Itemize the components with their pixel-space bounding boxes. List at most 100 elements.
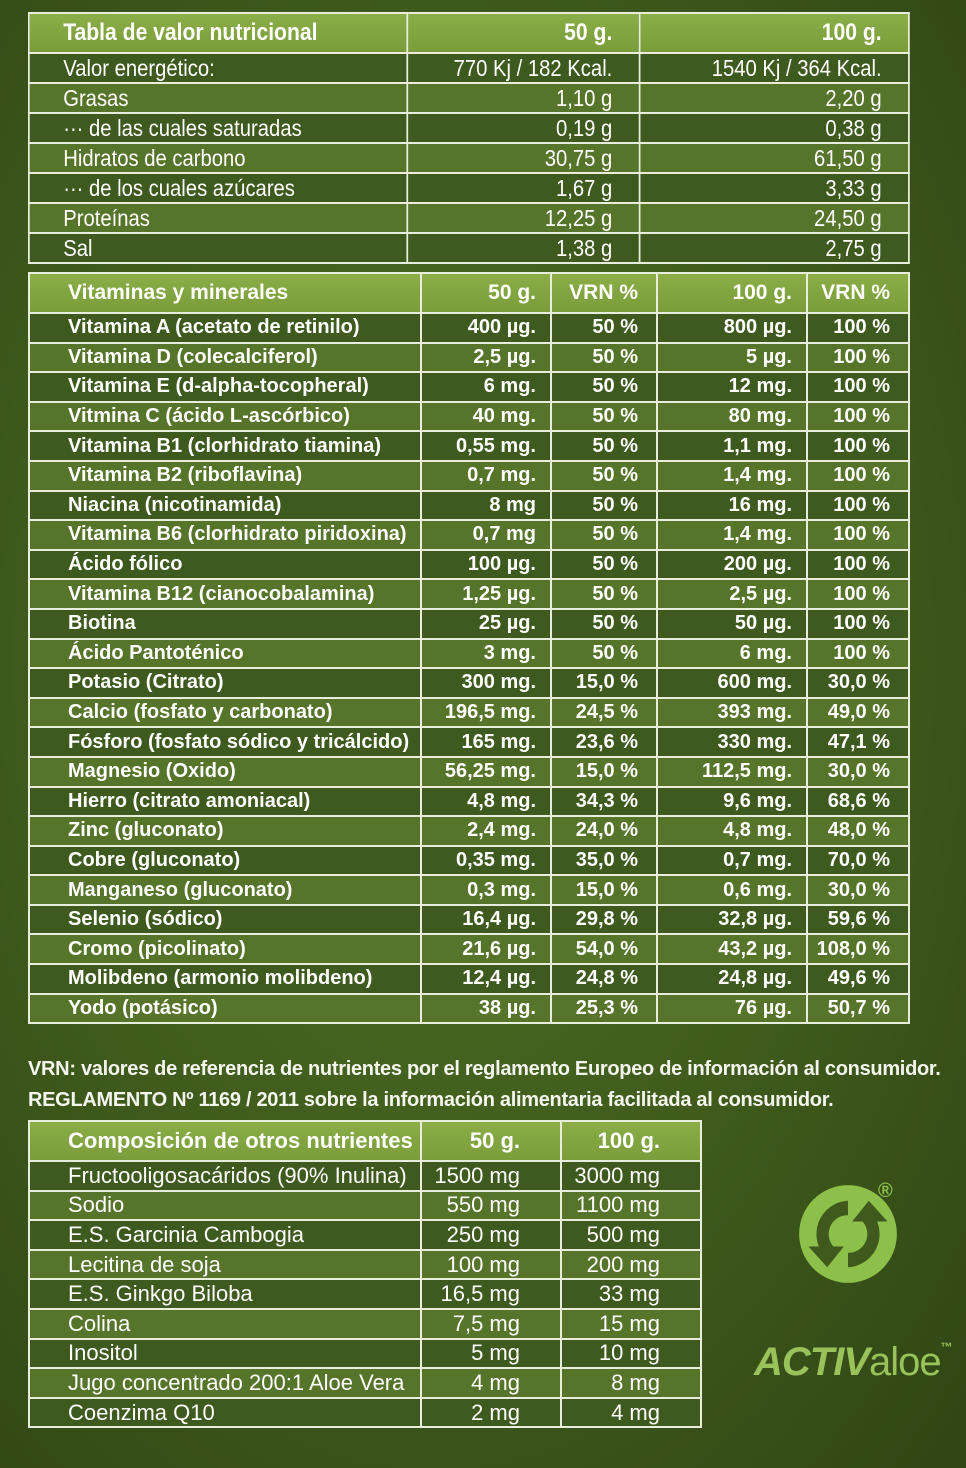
nutrient-name: Ácido Pantoténico: [28, 637, 422, 670]
table-row: Molibdeno (armonio molibdeno) 12,4 µg. 24,…: [28, 963, 910, 995]
col-50g-header: 50 g.: [406, 12, 641, 54]
nutrient-name: Lecitina de soja: [28, 1248, 422, 1281]
nutrient-value-v50: 12,4 µg.: [420, 963, 552, 995]
table-row: Colina 7,5 mg 15 mg: [28, 1307, 702, 1340]
nutrient-value-p100: 100 %: [806, 430, 910, 462]
nutrient-name: Inositol: [28, 1337, 422, 1370]
table-row: Grasas 1,10 g 2,20 g: [27, 82, 910, 114]
nutrient-value-v50: 196,5 mg.: [420, 696, 552, 729]
nutrient-value-p50: 29,8 %: [550, 903, 658, 936]
nutrient-name: Vitamina A (acetato de retinilo): [28, 312, 422, 344]
nutrient-value-p50: 23,6 %: [550, 726, 658, 758]
nutrient-value-v50: 21,6 µg.: [420, 933, 552, 966]
table-row: Manganeso (gluconato) 0,3 mg. 15,0 % 0,6 mg…: [28, 874, 910, 906]
nutrient-value-v100: 1,4 mg.: [656, 519, 808, 551]
table-row: Vitmina C (ácido L-ascórbico) 40 mg. 50 % 8…: [28, 400, 910, 433]
table-title: Vitaminas y minerales: [28, 272, 422, 314]
nutrient-value-p100: 100 %: [806, 489, 910, 522]
nutrient-value-v100: 4,8 mg.: [656, 815, 808, 847]
nutrient-value-v100: 24,8 µg.: [656, 963, 808, 995]
nutrient-value-v50: 30,75 g: [406, 142, 641, 174]
table-row: Vitamina B12 (cianocobalamina) 1,25 µg. 50…: [28, 578, 910, 610]
nutrient-value-p100: 100 %: [806, 371, 910, 403]
nutrient-name: Hierro (citrato amoniacal): [28, 785, 422, 818]
nutrient-value-p100: 100 %: [806, 312, 910, 344]
nutrient-value-p100: 100 %: [806, 637, 910, 670]
nutrient-name: Niacina (nicotinamida): [28, 489, 422, 522]
nutrient-value-v100: 2,5 µg.: [656, 578, 808, 610]
nutrient-value-p50: 50 %: [550, 371, 658, 403]
nutrient-value-v50: 38 µg.: [420, 992, 552, 1025]
nutrient-name: Fructooligosacáridos (90% Inulina): [28, 1160, 422, 1192]
nutrient-name: Biotina: [28, 607, 422, 640]
nutrient-name: Vitmina C (ácido L-ascórbico): [28, 400, 422, 433]
nutrient-value-p50: 50 %: [550, 312, 658, 344]
nutrient-value-v50: 165 mg.: [420, 726, 552, 758]
table-row: Coenzima Q10 2 mg 4 mg: [28, 1396, 702, 1429]
note-line-2: REGLAMENTO Nº 1169 / 2011 sobre la infor…: [28, 1089, 834, 1111]
nutrient-value-p50: 35,0 %: [550, 844, 658, 877]
nutrient-name: Calcio (fosfato y carbonato): [28, 696, 422, 729]
nutrient-name: Cromo (picolinato): [28, 933, 422, 966]
nutrient-value-p50: 50 %: [550, 578, 658, 610]
nutrient-value-v50: 12,25 g: [406, 202, 641, 234]
table-row: Proteínas 12,25 g 24,50 g: [27, 202, 910, 234]
nutrient-value-v50: 6 mg.: [420, 371, 552, 403]
nutrient-name: Jugo concentrado 200:1 Aloe Vera: [28, 1367, 422, 1399]
table-row: Fructooligosacáridos (90% Inulina) 1500 m…: [28, 1160, 702, 1192]
nutrient-value-p100: 100 %: [806, 459, 910, 492]
nutrient-value-p50: 50 %: [550, 519, 658, 551]
table-row: Cromo (picolinato) 21,6 µg. 54,0 % 43,2 µg.…: [28, 933, 910, 966]
nutrient-value-v50: 16,5 mg: [420, 1278, 562, 1310]
nutrient-value-v50: 25 µg.: [420, 607, 552, 640]
nutrient-name: Valor energético:: [27, 52, 409, 84]
nutrient-value-v50: 2 mg: [420, 1396, 562, 1429]
nutrient-name: Ácido fólico: [28, 548, 422, 581]
nutrient-value-v100: 800 µg.: [656, 312, 808, 344]
nutrient-value-p100: 108,0 %: [806, 933, 910, 966]
table-row: Hierro (citrato amoniacal) 4,8 mg. 34,3 % 9…: [28, 785, 910, 818]
table-header-row: Tabla de valor nutricional 50 g. 100 g.: [27, 12, 910, 54]
nutrient-value-v50: 1500 mg: [420, 1160, 562, 1192]
nutrient-value-v50: 1,38 g: [406, 232, 641, 264]
table-row: Vitamina B1 (clorhidrato tiamina) 0,55 mg…: [28, 430, 910, 462]
nutrient-value-p100: 70,0 %: [806, 844, 910, 877]
nutrient-value-v50: 4,8 mg.: [420, 785, 552, 818]
table-row: E.S. Garcinia Cambogia 250 mg 500 mg: [28, 1219, 702, 1251]
nutrient-name: Cobre (gluconato): [28, 844, 422, 877]
nutrient-value-p50: 15,0 %: [550, 874, 658, 906]
nutrient-value-v50: 8 mg: [420, 489, 552, 522]
table-row: Valor energético: 770 Kj / 182 Kcal. 1540 …: [27, 52, 910, 84]
nutrient-value-v100: 2,75 g: [638, 232, 910, 264]
table-row: Ácido fólico 100 µg. 50 % 200 µg. 100 %: [28, 548, 910, 581]
nutrient-value-p100: 30,0 %: [806, 755, 910, 788]
nutrient-value-p100: 49,6 %: [806, 963, 910, 995]
nutrient-value-v100: 32,8 µg.: [656, 903, 808, 936]
nutrient-value-v100: 12 mg.: [656, 371, 808, 403]
nutrient-value-p100: 30,0 %: [806, 667, 910, 699]
table-row: Inositol 5 mg 10 mg: [28, 1337, 702, 1370]
nutrient-value-v50: 0,19 g: [406, 112, 641, 144]
nutrient-name: ··· de las cuales saturadas: [27, 112, 409, 144]
nutrient-value-p100: 49,0 %: [806, 696, 910, 729]
nutrient-value-v100: 200 mg: [560, 1248, 702, 1281]
nutrient-value-v100: 1100 mg: [560, 1189, 702, 1222]
table-row: Selenio (sódico) 16,4 µg. 29,8 % 32,8 µg. 59…: [28, 903, 910, 936]
table-row: Vitamina B6 (clorhidrato piridoxina) 0,7 …: [28, 519, 910, 551]
nutrient-value-v50: 2,4 mg.: [420, 815, 552, 847]
nutrient-name: Grasas: [27, 82, 409, 114]
nutrient-value-v50: 56,25 mg.: [420, 755, 552, 788]
nutrient-value-v100: 3,33 g: [638, 172, 910, 204]
nutrient-value-v50: 400 µg.: [420, 312, 552, 344]
nutrient-value-v100: 4 mg: [560, 1396, 702, 1429]
nutrient-value-v100: 500 mg: [560, 1219, 702, 1251]
nutrient-value-v50: 4 mg: [420, 1367, 562, 1399]
nutrient-value-v100: 0,7 mg.: [656, 844, 808, 877]
nutrient-value-v50: 0,7 mg.: [420, 459, 552, 492]
nutrient-value-v100: 0,38 g: [638, 112, 910, 144]
nutrient-name: Proteínas: [27, 202, 409, 234]
nutrient-value-v50: 16,4 µg.: [420, 903, 552, 936]
nutrient-name: Zinc (gluconato): [28, 815, 422, 847]
nutrient-value-v100: 50 µg.: [656, 607, 808, 640]
table-row: Cobre (gluconato) 0,35 mg. 35,0 % 0,7 mg. 70…: [28, 844, 910, 877]
